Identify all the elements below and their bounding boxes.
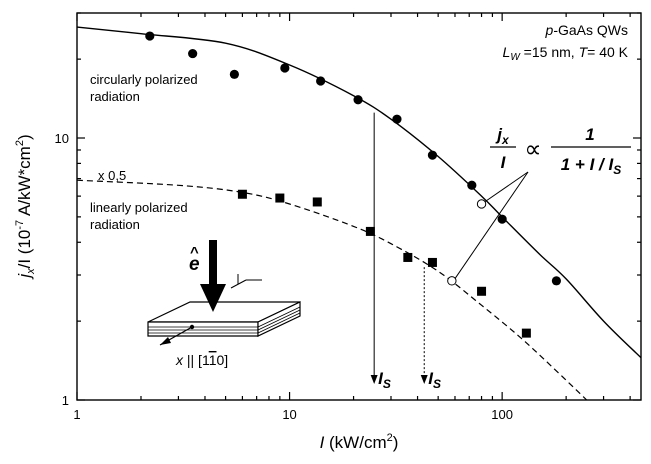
series-label-circular-line1: circularly polarized (90, 72, 198, 87)
sample-illustration: e ^ x || [110] (147, 240, 301, 368)
x-tick-label: 100 (491, 407, 513, 422)
data-point-circle (188, 48, 198, 59)
x-axis-label: I (kW/cm2) (320, 432, 399, 452)
saturation-markers: IS IS (370, 112, 441, 391)
data-point-square (312, 197, 322, 207)
svg-text:jx: jx (495, 125, 510, 147)
data-point-square (365, 226, 375, 236)
series-label-linear-line1: linearly polarized (90, 200, 188, 215)
sample-slab (147, 301, 301, 337)
data-point-square (477, 286, 487, 296)
fit-curve-circular (76, 26, 642, 359)
data-point-circle (229, 69, 239, 79)
sample-label: p-GaAs QWs (545, 22, 628, 38)
y-tick-label: 1 (62, 393, 69, 408)
series-label-linear-line2: radiation (90, 217, 140, 232)
saturation-arrowhead (420, 375, 428, 384)
x-tick-label: 1 (73, 407, 80, 422)
data-point-circle (497, 214, 507, 224)
y-tick-label: 10 (55, 131, 69, 146)
formula-pointers (447, 171, 529, 286)
saturation-label: IS (378, 369, 391, 391)
data-point-circle (551, 276, 562, 286)
plot-axes (76, 12, 642, 401)
data-point-square (521, 328, 531, 338)
saturation-arrowhead (370, 375, 378, 384)
data-point-circle (392, 114, 402, 124)
data-point-circle (280, 63, 290, 73)
formula-pointer-open-circle (476, 199, 487, 209)
y-axis-label: jx/I (10-7 A/kW*cm2) (14, 134, 37, 279)
formula: jx I ∝ 1 1 + I / IS (490, 125, 631, 177)
sample-conditions: LW =15 nm, T= 40 K (503, 44, 629, 63)
proportional-sign: ∝ (524, 136, 541, 163)
formula-pointer-open-circle (447, 276, 457, 286)
data-point-circle (427, 150, 438, 160)
series-label-circular-line2: radiation (90, 89, 140, 104)
svg-text:^: ^ (190, 244, 199, 261)
svg-text:e: e (189, 254, 200, 275)
data-point-square (237, 189, 247, 199)
data-point-circle (467, 180, 477, 190)
fit-curve-linear (76, 179, 588, 401)
data-point-circle (353, 95, 363, 105)
saturation-label: IS (428, 369, 441, 391)
x-tick-label: 10 (282, 407, 296, 422)
data-point-circle (316, 76, 326, 86)
formula-pointer-line (454, 171, 529, 280)
data-points (145, 31, 562, 338)
svg-text:1: 1 (585, 125, 594, 144)
svg-text:I: I (501, 153, 507, 172)
data-point-square (403, 252, 413, 262)
svg-text:1 + I / IS: 1 + I / IS (561, 155, 622, 177)
plot-frame (76, 12, 642, 401)
data-point-square (427, 257, 437, 267)
scale-note: x 0,5 (98, 168, 126, 183)
polarization-direction-symbol (230, 274, 262, 289)
polarization-vector-label: e ^ (189, 244, 200, 275)
radiation-arrow (200, 240, 226, 312)
axis-ticks: 1 10 100 1 10 (55, 12, 641, 422)
data-point-circle (145, 31, 155, 41)
data-point-square (275, 193, 285, 203)
in-plane-axis-label: x || [110] (175, 352, 228, 368)
in-plane-axis-arrow (159, 324, 195, 346)
formula-pointer-line (484, 171, 529, 203)
